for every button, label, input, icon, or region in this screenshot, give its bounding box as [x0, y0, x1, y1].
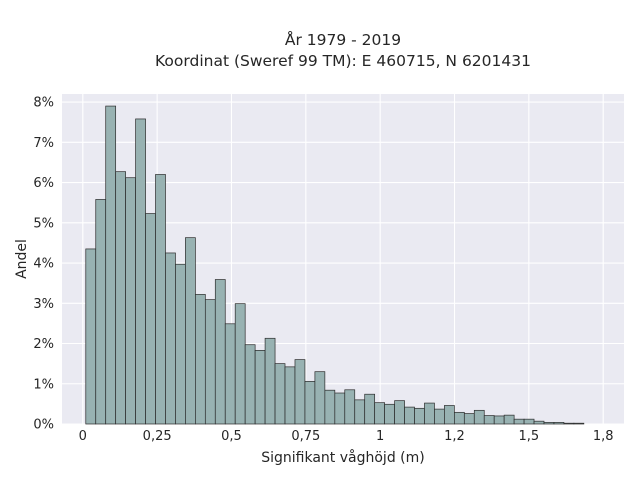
histogram-bar [234, 303, 246, 425]
histogram-bar [135, 118, 146, 425]
histogram-bar [513, 418, 525, 425]
histogram-bar [354, 399, 366, 425]
histogram-bar [284, 366, 296, 425]
y-tick-label: 2% [33, 337, 54, 352]
histogram-bar [543, 422, 555, 425]
y-tick-label: 4% [33, 257, 54, 272]
y-axis-ticks: 0% 1% 2% 3% 4% 5% 6% 7% 8% [33, 96, 54, 433]
chart-subtitle: Koordinat (Sweref 99 TM): E 460715, N 62… [155, 52, 531, 70]
histogram-bar [165, 252, 176, 425]
histogram-bar [553, 422, 565, 425]
x-axis-label: Signifikant våghöjd (m) [261, 449, 424, 466]
histogram-bar [493, 415, 505, 425]
x-tick-label: 1,8 [593, 429, 614, 444]
x-tick-label: 1 [376, 429, 384, 444]
y-tick-label: 1% [33, 377, 54, 392]
histogram-bar [374, 402, 385, 425]
histogram-bar [414, 407, 425, 425]
histogram-bar [334, 392, 346, 425]
histogram-bar [274, 363, 286, 425]
histogram-bar [324, 389, 336, 425]
histogram-bar [503, 414, 515, 425]
x-tick-label: 0,25 [143, 429, 172, 444]
histogram-bar [483, 415, 495, 425]
histogram-bar [473, 409, 485, 425]
y-tick-label: 3% [33, 297, 54, 312]
histogram-bar [573, 422, 585, 425]
histogram-bar [95, 199, 107, 425]
x-tick-label: 1,5 [519, 429, 540, 444]
histogram-bar [244, 344, 256, 425]
histogram-bar [384, 403, 395, 425]
histogram-bar [175, 263, 186, 425]
histogram-bar [214, 279, 226, 425]
histogram-bar [463, 413, 475, 425]
histogram-bar [434, 408, 445, 425]
bar-series [85, 105, 585, 425]
histogram-bar [105, 105, 117, 425]
y-tick-label: 0% [33, 418, 54, 433]
y-tick-label: 6% [33, 176, 54, 191]
histogram-bar [224, 323, 236, 425]
chart-title: År 1979 - 2019 [285, 30, 401, 49]
x-tick-label: 0,5 [221, 429, 242, 444]
histogram-bar [444, 405, 455, 425]
histogram-bar [523, 418, 535, 425]
histogram-bar [155, 174, 166, 425]
histogram-bar [85, 248, 97, 425]
histogram-bar [404, 406, 415, 425]
y-tick-label: 7% [33, 136, 54, 151]
histogram-bar [344, 389, 356, 425]
histogram-bar [125, 177, 136, 425]
histogram-bar [115, 171, 126, 425]
histogram-bar [185, 237, 196, 425]
x-tick-label: 0 [79, 429, 87, 444]
y-tick-label: 5% [33, 216, 54, 231]
histogram-bar [195, 294, 206, 425]
histogram-bar [264, 337, 276, 425]
histogram-bar [304, 380, 316, 425]
histogram-bar [145, 213, 156, 425]
x-tick-label: 1,2 [444, 429, 465, 444]
histogram-bar [314, 371, 326, 425]
y-tick-label: 8% [33, 96, 54, 111]
histogram-bar [204, 299, 216, 425]
histogram-bar [424, 402, 435, 425]
x-axis-ticks: 0 0,25 0,5 0,75 1 1,2 1,5 1,8 [79, 429, 614, 444]
histogram-bar [533, 420, 545, 425]
histogram-bar [563, 422, 575, 425]
histogram-bar [454, 411, 465, 425]
x-tick-label: 0,75 [291, 429, 320, 444]
histogram-bar [294, 359, 306, 425]
histogram-bar [364, 393, 376, 425]
histogram-bar [394, 400, 405, 425]
histogram-bar [254, 350, 266, 425]
y-axis-label: Andel [14, 239, 30, 279]
